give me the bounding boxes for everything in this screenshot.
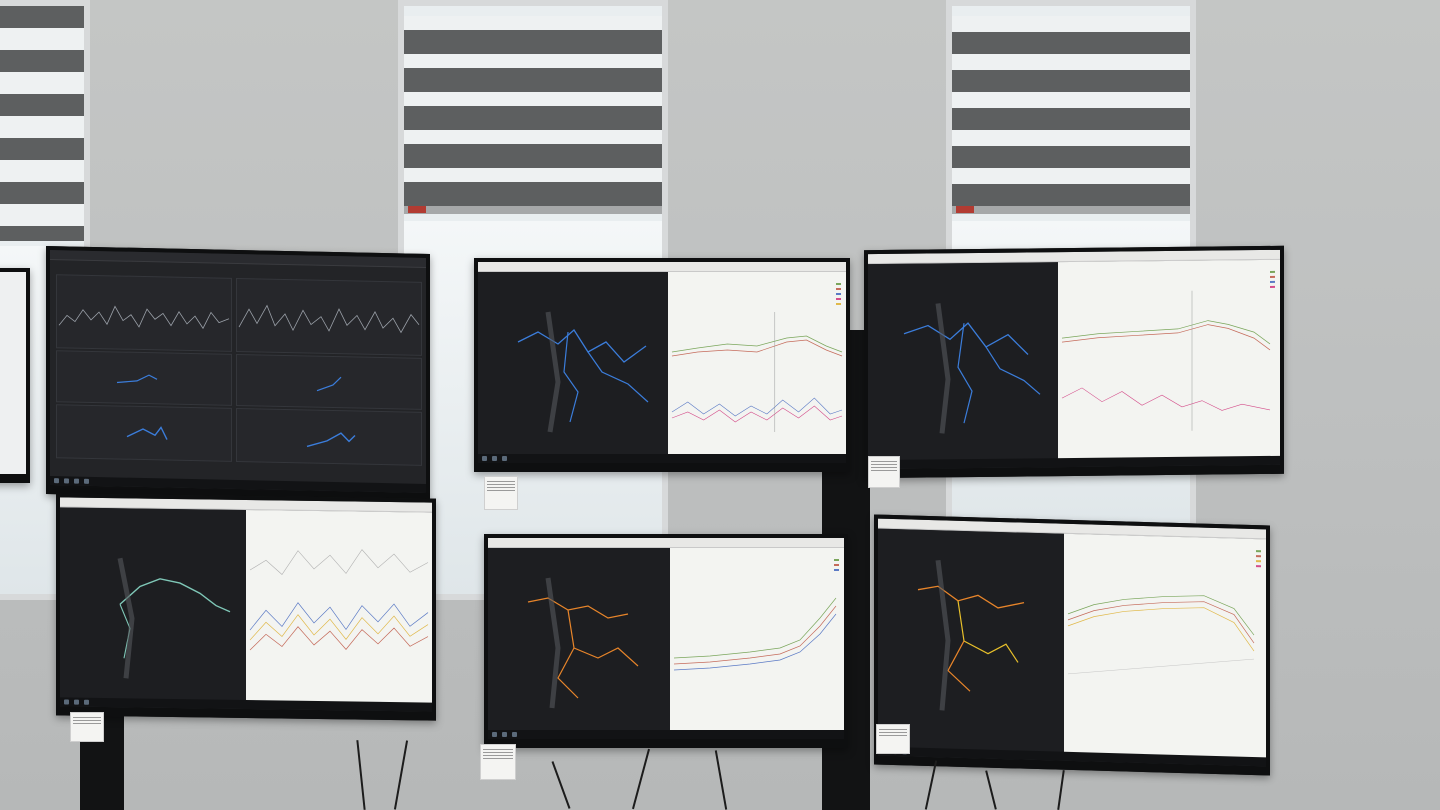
monitor-top-right (864, 245, 1284, 479)
dashboard-chart-panel-1 (56, 274, 232, 352)
monitor-bottom-left (56, 493, 436, 721)
monitor-label-sticker (70, 712, 104, 742)
blind-left (0, 6, 84, 241)
time-series-chart (670, 548, 844, 732)
network-map (478, 272, 668, 456)
monitor-label-sticker (484, 476, 518, 510)
network-map (488, 548, 670, 732)
monitor-top-middle (474, 258, 850, 472)
blind-right (952, 16, 1190, 206)
monitor-label-sticker (876, 724, 910, 754)
network-map (868, 262, 1058, 465)
blind-rail-right (952, 206, 1190, 214)
time-series-chart (668, 272, 846, 456)
monitor-top-left (46, 245, 430, 503)
time-series-chart (1064, 533, 1266, 760)
network-map (878, 528, 1064, 754)
dashboard-map-panel-2 (236, 353, 422, 410)
dashboard-chart-panel-2 (236, 277, 422, 356)
monitor-bottom-middle (484, 534, 848, 748)
dashboard-map-panel-4 (236, 407, 422, 466)
network-map (60, 507, 246, 702)
time-series-chart (1058, 259, 1280, 463)
monitor-far-left (0, 268, 30, 483)
time-series-chart (246, 510, 432, 705)
window-middle (398, 0, 668, 600)
blind-middle (404, 16, 662, 206)
blind-rail-middle (404, 206, 662, 214)
monitor-label-sticker (868, 456, 900, 488)
dashboard-map-panel-1 (56, 350, 232, 406)
monitor-bottom-right (874, 514, 1270, 776)
monitor-label-sticker (480, 744, 516, 780)
dashboard-map-panel-3 (56, 404, 232, 462)
